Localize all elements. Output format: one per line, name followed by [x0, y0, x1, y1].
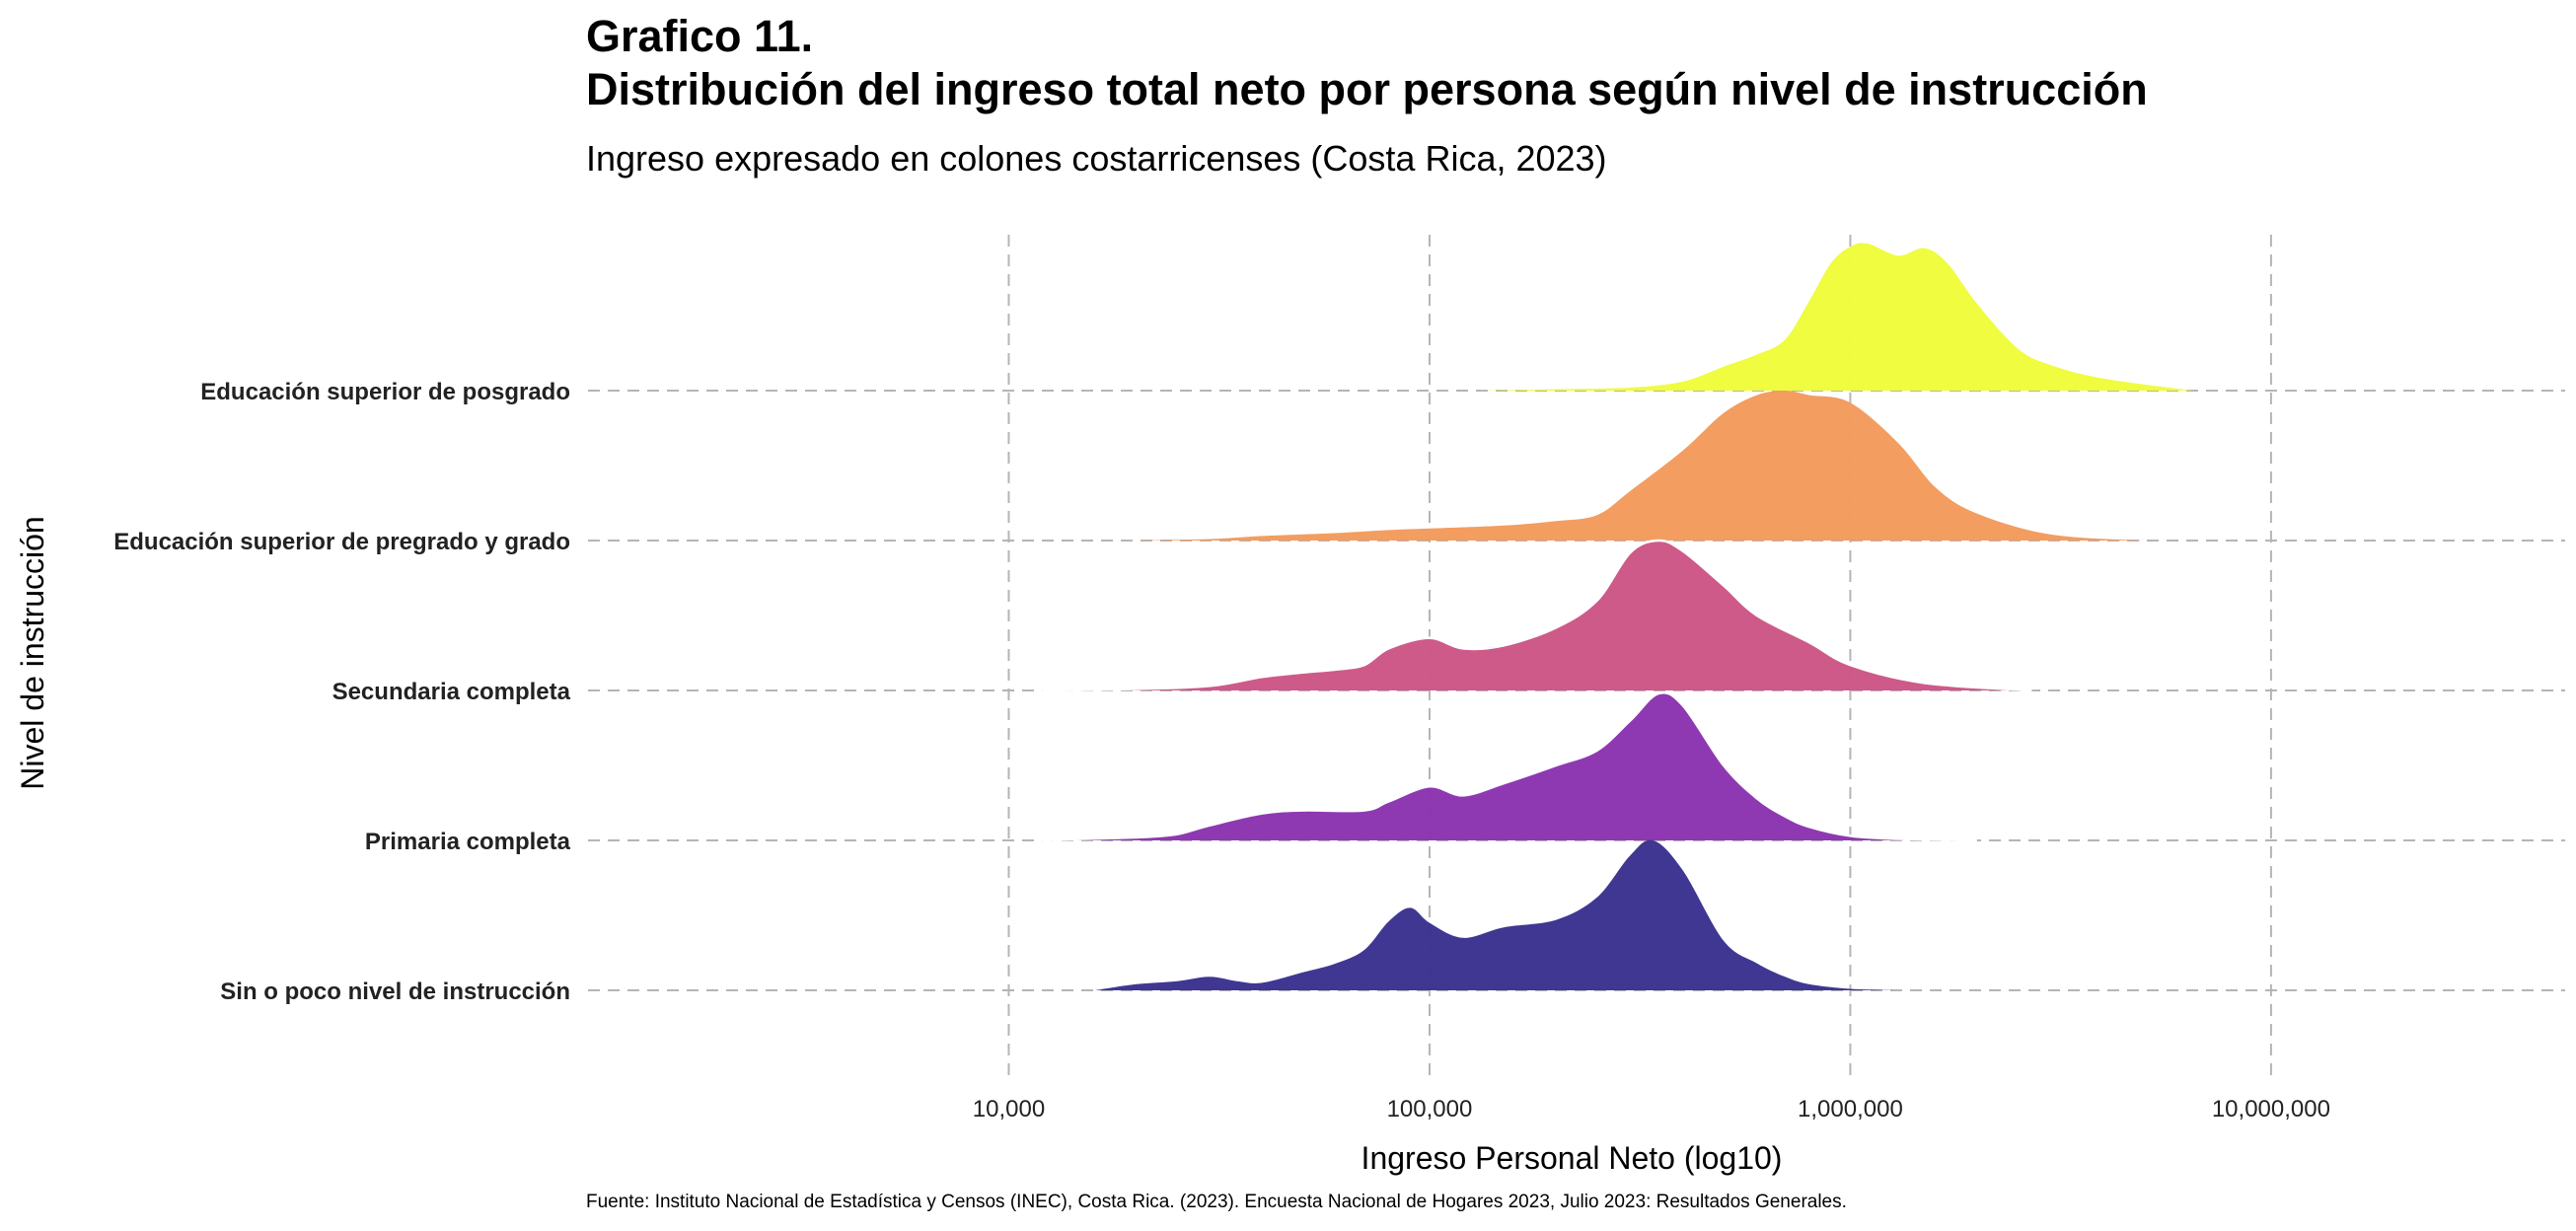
- ridge-area: [1042, 540, 2032, 690]
- y-tick-label: Educación superior de posgrado: [200, 379, 570, 405]
- ridge-outline: [1042, 539, 2032, 692]
- ridgeline-densities: [1042, 243, 2193, 990]
- x-tick-label: 1,000,000: [1798, 1096, 1903, 1122]
- x-tick-label: 100,000: [1387, 1096, 1473, 1122]
- ridge-area: [1042, 692, 1977, 840]
- y-tick-label: Sin o poco nivel de instrucción: [220, 978, 570, 1005]
- chart-title-line1: Grafico 11.: [586, 11, 814, 61]
- y-tick-label: Educación superior de pregrado y grado: [113, 529, 570, 555]
- x-axis-label: Ingreso Personal Neto (log10): [1362, 1140, 1783, 1176]
- ridge-area: [1477, 243, 2193, 391]
- y-axis-label: Nivel de instrucción: [15, 516, 50, 789]
- chart-subtitle: Ingreso expresado en colones costarricen…: [586, 138, 1607, 179]
- source-caption: Fuente: Instituto Nacional de Estadístic…: [586, 1192, 1847, 1212]
- x-tick-label: 10,000,000: [2212, 1096, 2330, 1122]
- y-tick-label: Primaria completa: [365, 829, 571, 855]
- chart-title-line2: Distribución del ingreso total neto por …: [586, 64, 2148, 114]
- y-tick-labels: Sin o poco nivel de instrucción Primaria …: [113, 379, 570, 1005]
- x-tick-label: 10,000: [973, 1096, 1045, 1122]
- ridge-area: [1094, 839, 1898, 990]
- ridge-outline: [1042, 690, 1977, 842]
- x-tick-labels: 10,000 100,000 1,000,000 10,000,000: [973, 1096, 2330, 1122]
- ridge-area: [1135, 391, 2145, 541]
- y-tick-label: Secundaria completa: [332, 679, 571, 705]
